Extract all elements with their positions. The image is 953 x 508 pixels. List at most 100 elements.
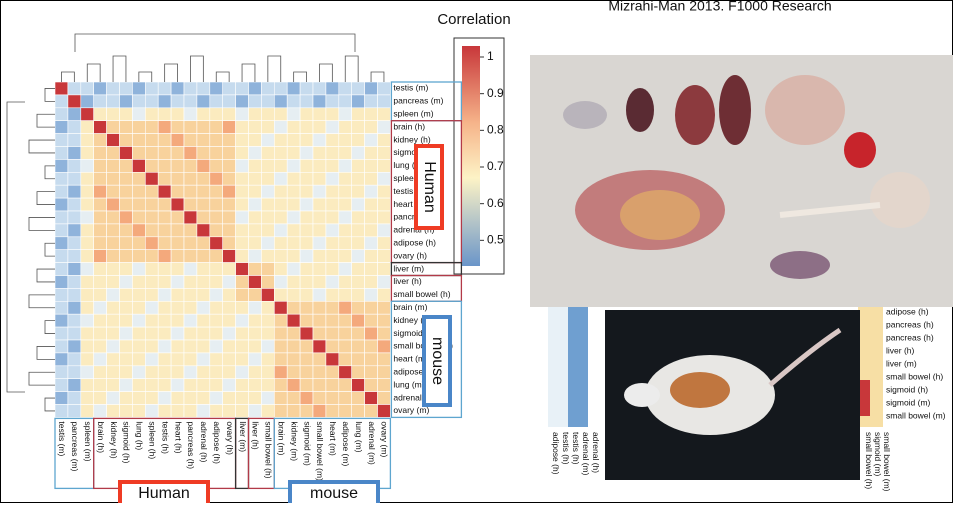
heatmap-cell bbox=[158, 366, 171, 379]
heatmap-cell bbox=[184, 340, 197, 353]
heatmap-cell bbox=[171, 301, 184, 314]
heatmap-cell bbox=[378, 276, 391, 289]
heatmap-cell bbox=[94, 250, 107, 263]
heatmap-cell bbox=[68, 353, 81, 366]
heatmap-cell bbox=[120, 288, 133, 301]
heatmap-cell bbox=[171, 134, 184, 147]
heatmap-cell bbox=[223, 276, 236, 289]
heatmap-cell bbox=[171, 224, 184, 237]
column-label: lung (m) bbox=[354, 421, 364, 452]
heatmap-cell bbox=[223, 224, 236, 237]
heatmap-cell bbox=[81, 379, 94, 392]
heatmap-cell bbox=[261, 366, 274, 379]
heatmap-cell bbox=[352, 340, 365, 353]
heatmap-cell bbox=[120, 185, 133, 198]
heatmap-cell bbox=[249, 353, 262, 366]
heatmap-cell bbox=[339, 224, 352, 237]
heatmap-cell bbox=[365, 340, 378, 353]
heatmap-cell bbox=[365, 159, 378, 172]
heatmap-cell bbox=[158, 224, 171, 237]
heatmap-cell bbox=[210, 224, 223, 237]
heatmap-cell bbox=[132, 392, 145, 405]
heatmap-cell bbox=[145, 379, 158, 392]
heatmap-cell bbox=[274, 95, 287, 108]
heatmap-cell bbox=[249, 276, 262, 289]
heatmap-cell bbox=[352, 95, 365, 108]
heatmap-cell bbox=[287, 159, 300, 172]
heatmap-cell bbox=[365, 121, 378, 134]
heatmap-cell bbox=[274, 224, 287, 237]
heatmap-cell bbox=[274, 276, 287, 289]
heatmap-cell bbox=[68, 147, 81, 160]
heatmap-cell bbox=[197, 82, 210, 95]
heatmap-cell bbox=[261, 147, 274, 160]
heatmap-cell bbox=[145, 340, 158, 353]
heatmap-cell bbox=[171, 314, 184, 327]
heatmap-cell bbox=[145, 147, 158, 160]
heatmap-cell bbox=[326, 314, 339, 327]
heatmap-cell bbox=[68, 301, 81, 314]
colorbar-tick-label: 0.9 bbox=[487, 86, 504, 100]
heatmap-cell bbox=[287, 366, 300, 379]
heatmap-cell bbox=[313, 353, 326, 366]
heatmap-cell bbox=[68, 121, 81, 134]
heatmap-cell bbox=[184, 288, 197, 301]
column-label: pancreas (h) bbox=[186, 421, 196, 469]
row-label: testis (m) bbox=[393, 83, 428, 93]
heatmap-cell bbox=[94, 159, 107, 172]
heatmap-cell bbox=[210, 185, 223, 198]
heatmap-cell bbox=[184, 172, 197, 185]
heatmap-cell bbox=[287, 82, 300, 95]
column-label: small bowel (m) bbox=[315, 421, 325, 481]
heatmap-cell bbox=[223, 198, 236, 211]
heatmap-cell bbox=[171, 288, 184, 301]
heatmap-cell bbox=[55, 379, 68, 392]
heatmap-cell bbox=[55, 172, 68, 185]
heatmap-cell bbox=[261, 82, 274, 95]
heatmap-cell bbox=[300, 340, 313, 353]
heatmap-cell bbox=[158, 185, 171, 198]
heatmap-cell bbox=[300, 108, 313, 121]
heatmap-cell bbox=[184, 134, 197, 147]
heatmap-cell bbox=[339, 198, 352, 211]
heatmap-cell bbox=[249, 172, 262, 185]
heatmap-cell bbox=[132, 147, 145, 160]
heatmap-cell bbox=[339, 237, 352, 250]
heatmap-cell bbox=[132, 108, 145, 121]
heatmap-cell bbox=[55, 392, 68, 405]
heatmap-cell bbox=[274, 263, 287, 276]
heatmap-cell bbox=[120, 327, 133, 340]
heatmap-cell bbox=[378, 224, 391, 237]
heatmap-cell bbox=[158, 276, 171, 289]
heatmap-cell bbox=[378, 327, 391, 340]
heatmap-cell bbox=[120, 379, 133, 392]
heatmap-cell bbox=[120, 405, 133, 418]
heatmap-cell bbox=[132, 134, 145, 147]
heatmap-cell bbox=[249, 82, 262, 95]
heatmap-cell bbox=[171, 147, 184, 160]
heatmap-cell bbox=[94, 185, 107, 198]
heatmap-cell bbox=[94, 263, 107, 276]
heatmap-cell bbox=[120, 340, 133, 353]
heatmap-cell bbox=[81, 185, 94, 198]
heatmap-cell bbox=[107, 185, 120, 198]
heatmap-cell bbox=[197, 211, 210, 224]
heatmap-cell bbox=[365, 134, 378, 147]
heatmap-cell bbox=[171, 159, 184, 172]
heatmap-cell bbox=[184, 353, 197, 366]
heatmap-cell bbox=[326, 405, 339, 418]
colorbar-title: Correlation bbox=[437, 11, 510, 28]
heatmap-cell bbox=[313, 82, 326, 95]
heatmap-cell bbox=[107, 353, 120, 366]
column-label: lung (h) bbox=[135, 421, 145, 450]
heatmap-cell bbox=[365, 276, 378, 289]
heatmap-cell bbox=[145, 237, 158, 250]
heatmap-cell bbox=[55, 327, 68, 340]
heatmap-cell bbox=[107, 172, 120, 185]
heatmap-cell bbox=[261, 185, 274, 198]
heatmap-cell bbox=[223, 301, 236, 314]
heatmap-cell bbox=[81, 353, 94, 366]
heatmap-cell bbox=[223, 314, 236, 327]
heatmap-cell bbox=[365, 250, 378, 263]
heatmap-cell bbox=[107, 405, 120, 418]
